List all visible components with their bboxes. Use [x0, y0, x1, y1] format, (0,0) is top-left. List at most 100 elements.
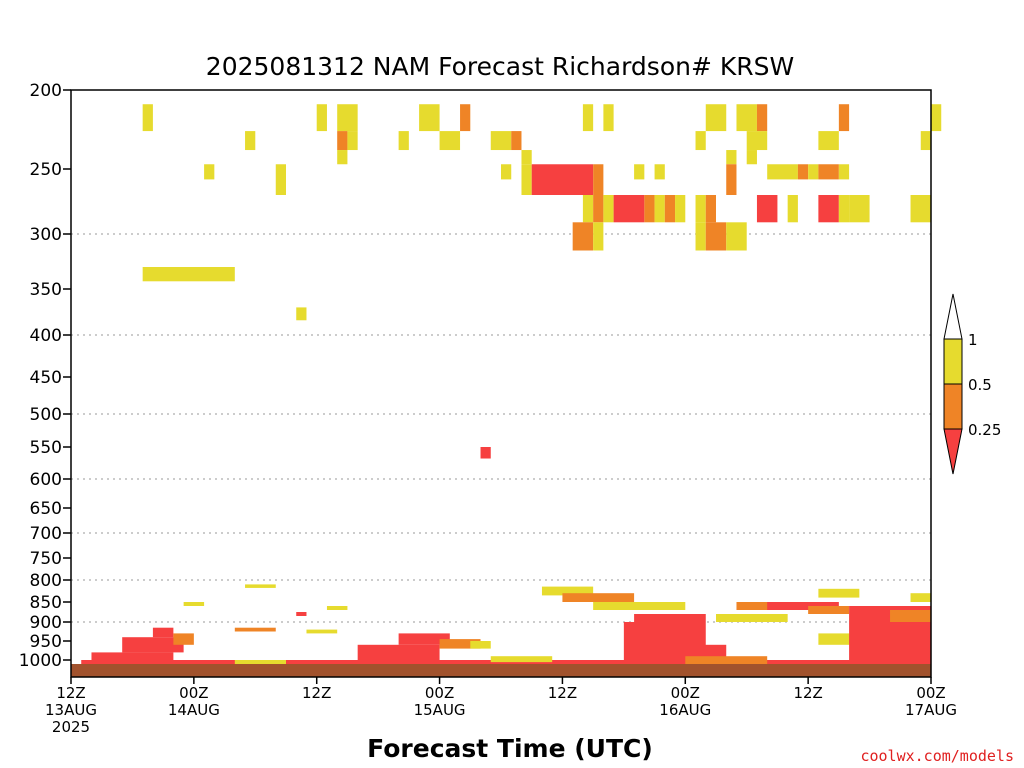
ri-cell-50	[705, 195, 716, 223]
legend-label-05: 0.5	[968, 376, 992, 394]
ri-cell-17	[490, 131, 512, 151]
ri-cell-18	[511, 131, 522, 151]
ri-cell-51	[756, 195, 778, 223]
x-tick-label-1-0: 00Z	[179, 684, 208, 702]
ri-cell-45	[644, 195, 655, 223]
y-axis-ticks: 200 250 300 350 400 450 500 550 600 650 700 7508008…	[19, 81, 71, 671]
ri-cell-87	[808, 606, 850, 614]
ri-cell-5	[582, 104, 594, 132]
ri-cell-12	[245, 131, 256, 151]
ri-cell-57	[572, 222, 594, 251]
x-tick-label-5-0: 00Z	[671, 684, 700, 702]
ri-cell-75	[470, 641, 491, 649]
ri-cell-20	[746, 131, 768, 151]
heatmap-cells	[81, 104, 942, 667]
ri-cell-59	[695, 222, 706, 251]
ri-cell-34	[654, 164, 665, 180]
ri-cell-94	[183, 602, 205, 606]
ri-cell-76	[490, 656, 553, 663]
ri-cell-35	[726, 164, 737, 195]
ri-cell-72	[357, 644, 440, 660]
ri-cell-48	[675, 195, 686, 223]
ri-cell-64	[480, 447, 491, 459]
y-tick-label-950: 950	[30, 632, 62, 652]
y-tick-label-700: 700	[30, 524, 62, 544]
ri-cell-40	[838, 164, 850, 180]
y-tick-label-200: 200	[30, 81, 62, 101]
ri-cell-96	[326, 606, 348, 610]
ri-cell-52	[787, 195, 798, 223]
ri-cell-31	[531, 164, 594, 195]
chart-title: 2025081312 NAM Forecast Richardson# KRSW	[206, 52, 794, 81]
y-tick-label-750: 750	[30, 549, 62, 569]
ri-cell-25	[726, 150, 737, 165]
ri-cell-80	[634, 614, 706, 622]
ri-cell-32	[593, 164, 604, 195]
y-tick-label-550: 550	[30, 438, 62, 458]
ri-cell-43	[603, 195, 614, 223]
ri-cell-58	[593, 222, 604, 251]
ri-cell-79	[593, 602, 686, 610]
ri-cell-23	[337, 150, 348, 165]
ri-cell-61	[726, 222, 747, 251]
ri-cell-9	[756, 104, 768, 132]
x-tick-label-2-0: 12Z	[302, 684, 331, 702]
x-tick-label-3-1: 15AUG	[414, 701, 466, 719]
ri-cell-86	[767, 602, 839, 610]
ri-cell-99	[306, 629, 338, 634]
x-tick-label-5-1: 16AUG	[659, 701, 711, 719]
y-tick-label-650: 650	[30, 499, 62, 519]
legend-swatch-025-05	[943, 383, 963, 430]
ri-cell-83	[685, 656, 768, 665]
y-tick-label-350: 350	[30, 280, 62, 300]
ri-cell-30	[521, 164, 532, 195]
ri-cell-28	[275, 164, 286, 195]
y-tick-label-1000: 1000	[19, 651, 62, 671]
ri-cell-65	[81, 660, 931, 667]
ri-cell-68	[152, 627, 174, 638]
ri-cell-73	[398, 633, 450, 645]
y-tick-label-800: 800	[30, 571, 62, 591]
ri-cell-78	[562, 593, 635, 602]
ri-cell-49	[695, 195, 706, 223]
legend-bottom-arrow	[943, 428, 963, 475]
ri-cell-97	[296, 612, 307, 616]
ri-cell-92	[890, 610, 931, 622]
ri-cell-24	[521, 150, 532, 165]
ri-cell-33	[634, 164, 645, 180]
legend-label-025: 0.25	[968, 421, 1001, 439]
ri-cell-27	[204, 164, 215, 180]
x-tick-label-0-1: 13AUG	[45, 701, 97, 719]
x-tick-label-4-0: 12Z	[548, 684, 577, 702]
ri-cell-74	[439, 639, 481, 649]
ri-cell-29	[501, 164, 512, 180]
y-tick-label-400: 400	[30, 326, 62, 346]
credit-text[interactable]: coolwx.com/models	[860, 747, 1014, 765]
legend-top-arrow	[943, 293, 963, 340]
x-tick-label-0-0: 12Z	[56, 684, 85, 702]
ri-cell-66	[91, 652, 174, 660]
ri-cell-38	[808, 164, 819, 180]
ri-cell-70	[234, 660, 286, 666]
ri-cell-36	[767, 164, 798, 180]
y-tick-label-500: 500	[30, 405, 62, 425]
ri-cell-54	[838, 195, 850, 223]
ri-cell-63	[296, 307, 307, 321]
ri-cell-98	[234, 627, 276, 632]
y-tick-label-850: 850	[30, 593, 62, 613]
legend-swatch-05-1	[943, 338, 963, 385]
y-tick-label-250: 250	[30, 160, 62, 180]
color-legend: 1 0.5 0.25	[943, 293, 1001, 475]
ri-cell-2	[337, 104, 358, 132]
ri-cell-37	[797, 164, 809, 180]
plot-frame	[70, 89, 932, 678]
ri-cell-41	[582, 195, 594, 223]
x-tick-label-1-1: 14AUG	[168, 701, 220, 719]
x-tick-label-0-2: 2025	[52, 718, 90, 736]
legend-label-1: 1	[968, 331, 978, 349]
ri-cell-42	[593, 195, 604, 223]
ri-cell-15	[398, 131, 409, 151]
